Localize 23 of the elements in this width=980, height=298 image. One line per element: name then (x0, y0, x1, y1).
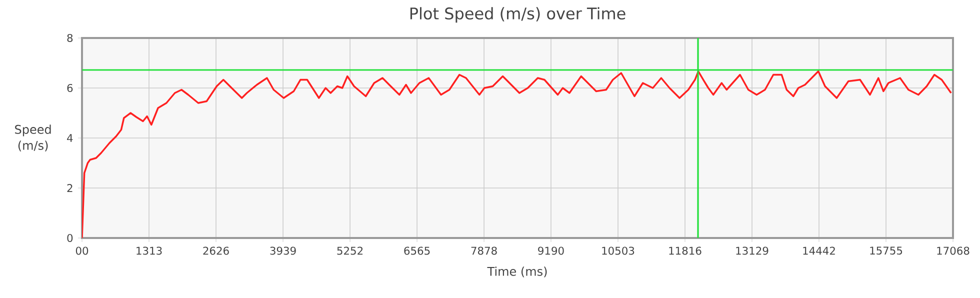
x-axis-title: Time (ms) (487, 266, 547, 278)
x-tick-label: 5252 (337, 246, 363, 255)
x-tick-label: 14442 (803, 246, 835, 255)
y-tick-label: 4 (67, 134, 73, 142)
x-tick-label: 7878 (471, 246, 497, 255)
y-tick-label: 8 (67, 34, 73, 42)
y-tick-label: 0 (67, 234, 73, 242)
x-tick-label: 3939 (270, 246, 296, 255)
x-tick-label: 15755 (870, 246, 902, 255)
x-tick-label: 17068 (937, 246, 970, 255)
x-tick-label: 11816 (669, 246, 702, 255)
x-tick-label: 00 (76, 246, 88, 255)
y-tick-label: 2 (67, 184, 72, 192)
x-tick-label: 10503 (602, 246, 634, 255)
y-tick-label: 6 (67, 84, 73, 92)
x-tick-label: 13129 (736, 246, 768, 255)
x-tick-label: 1313 (136, 246, 162, 255)
x-tick-label: 9190 (538, 246, 564, 255)
x-tick-label: 6565 (404, 246, 430, 255)
x-tick-label: 2626 (203, 246, 229, 255)
chart-title: Plot Speed (m/s) over Time (410, 7, 626, 23)
y-axis-title: Speed (m/s) (15, 124, 51, 152)
line-series (82, 70, 952, 238)
